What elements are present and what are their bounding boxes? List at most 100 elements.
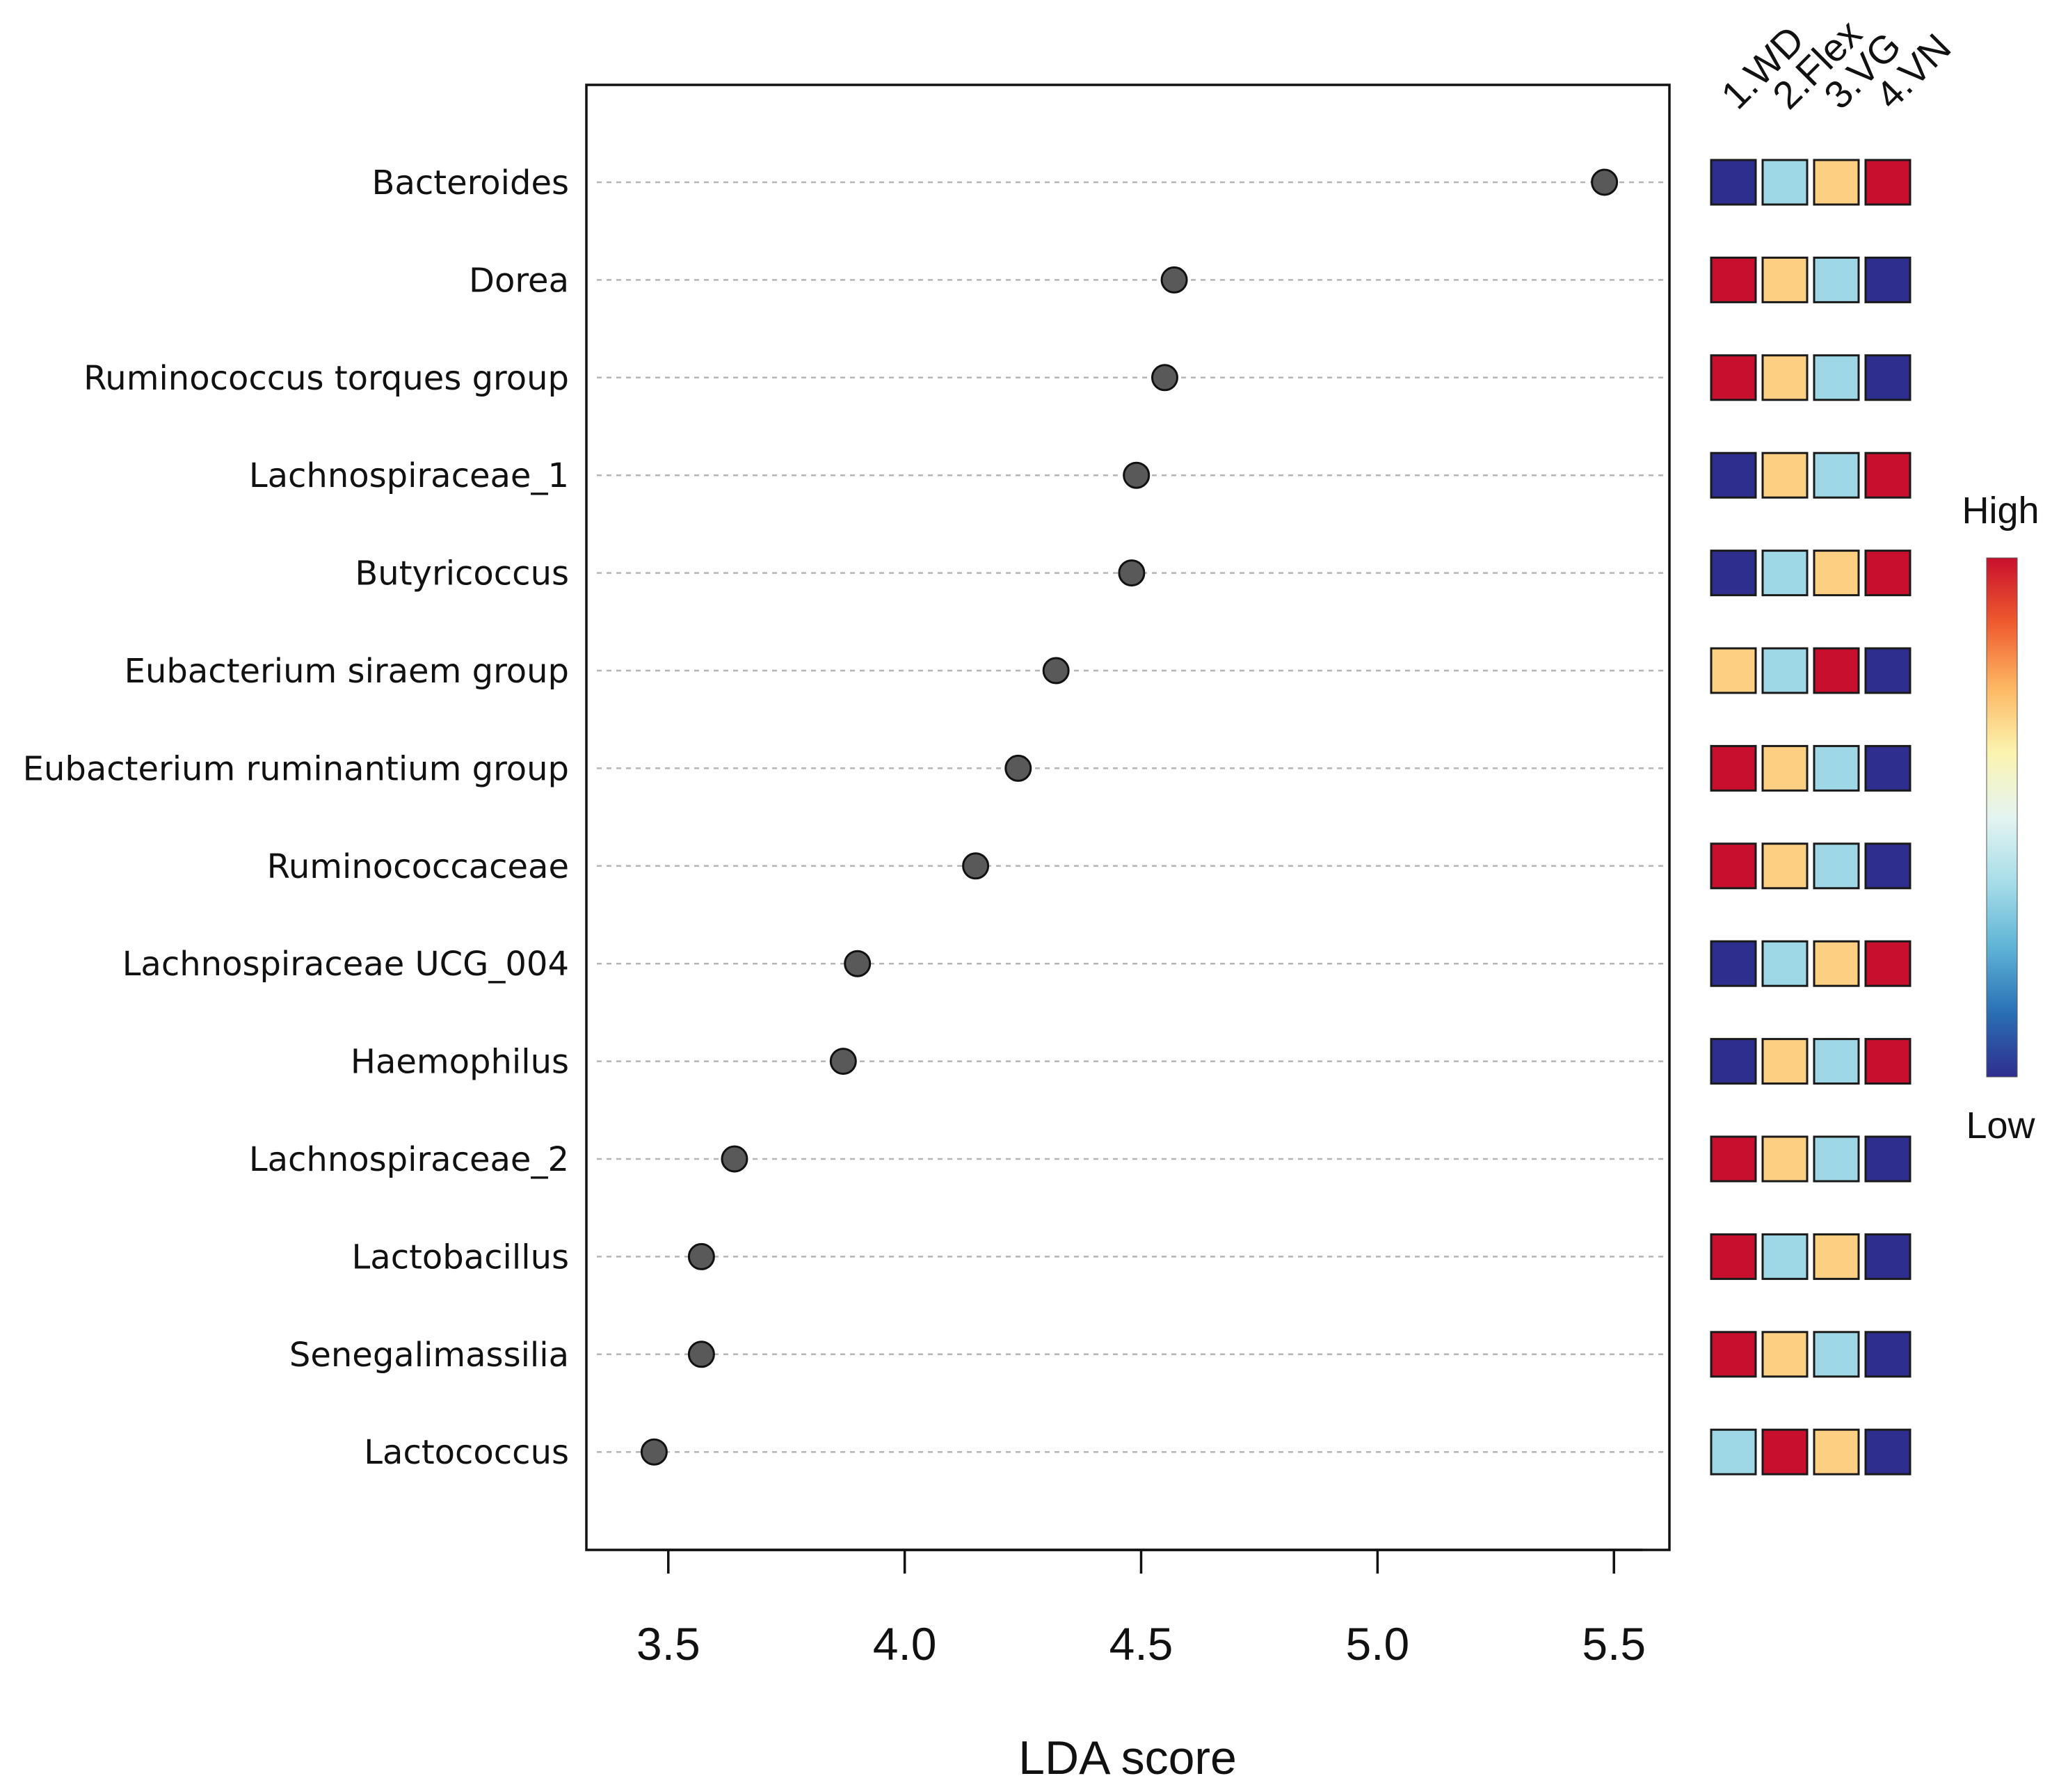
heatmap-cell xyxy=(1761,842,1809,890)
heatmap-cell xyxy=(1864,451,1911,499)
heatmap-cell xyxy=(1813,1428,1860,1475)
heatmap-cell xyxy=(1710,842,1757,890)
row-label: Eubacterium siraem group xyxy=(125,652,569,691)
heatmap-cell xyxy=(1761,256,1809,303)
x-tick-label: 5.0 xyxy=(1345,1618,1409,1670)
lda-point xyxy=(1042,657,1070,685)
lda-point xyxy=(1004,754,1032,782)
lda-point xyxy=(1151,364,1178,392)
heatmap-cell xyxy=(1710,744,1757,792)
row-label: Butyricoccus xyxy=(355,554,569,593)
lda-point xyxy=(844,950,872,977)
heatmap-cell xyxy=(1761,1038,1809,1085)
heatmap-cell xyxy=(1710,1038,1757,1085)
heatmap-cell xyxy=(1813,940,1860,987)
lda-point xyxy=(687,1341,715,1368)
x-tick-label: 4.5 xyxy=(1109,1618,1173,1670)
heatmap-cell xyxy=(1864,1135,1911,1183)
row-label: Senegalimassilia xyxy=(289,1336,569,1375)
x-axis-title: LDA score xyxy=(1018,1731,1237,1784)
heatmap-cell xyxy=(1864,647,1911,694)
heatmap-cell xyxy=(1813,1135,1860,1183)
lda-point xyxy=(640,1438,668,1466)
row-label: Ruminococcaceae xyxy=(267,847,569,886)
heatmap-cell xyxy=(1864,744,1911,792)
row-label: Bacteroides xyxy=(372,163,569,202)
heatmap-cell xyxy=(1813,744,1860,792)
heatmap-cell xyxy=(1813,1233,1860,1280)
heatmap-cell xyxy=(1864,1038,1911,1085)
heatmap-cell xyxy=(1761,354,1809,401)
heatmap-cell xyxy=(1761,451,1809,499)
color-legend: High Low xyxy=(1962,490,2039,1146)
heatmap-cell xyxy=(1710,1135,1757,1183)
heatmap-cell xyxy=(1813,1038,1860,1085)
lda-point xyxy=(962,852,990,880)
heatmap-cell xyxy=(1813,550,1860,597)
heatmap-cell xyxy=(1761,1428,1809,1475)
lda-points xyxy=(640,168,1619,1466)
heatmap-cell xyxy=(1813,159,1860,206)
abundance-heatmap xyxy=(1710,159,1911,1475)
legend-low-label: Low xyxy=(1966,1105,2035,1146)
x-tick-label: 4.0 xyxy=(873,1618,937,1670)
heatmap-cell xyxy=(1710,550,1757,597)
row-label: Eubacterium ruminantium group xyxy=(23,749,569,788)
heatmap-cell xyxy=(1761,1331,1809,1378)
heatmap-cell xyxy=(1864,256,1911,303)
plot-frame xyxy=(585,83,1671,1551)
heatmap-cell xyxy=(1710,647,1757,694)
lda-point xyxy=(687,1242,715,1270)
heatmap-cell xyxy=(1761,550,1809,597)
row-label: Dorea xyxy=(469,261,569,300)
heatmap-cell xyxy=(1710,940,1757,987)
heatmap-cell xyxy=(1813,842,1860,890)
row-label: Lachnospiraceae_2 xyxy=(249,1140,569,1179)
lda-point xyxy=(1123,461,1151,489)
heatmap-cell xyxy=(1710,1331,1757,1378)
lda-point xyxy=(1591,168,1619,196)
heatmap-cell xyxy=(1864,1233,1911,1280)
x-tick-label: 3.5 xyxy=(636,1618,700,1670)
heatmap-cell xyxy=(1710,159,1757,206)
x-ticks: 3.5 4.0 4.5 5.0 5.5 xyxy=(636,1550,1646,1670)
legend-high-label: High xyxy=(1962,490,2039,531)
heatmap-cell xyxy=(1864,940,1911,987)
lda-point xyxy=(721,1145,748,1173)
heatmap-cell xyxy=(1813,256,1860,303)
heatmap-cell xyxy=(1864,159,1911,206)
lda-point xyxy=(1118,559,1146,587)
legend-color-bar xyxy=(1986,557,2018,1078)
lda-point xyxy=(829,1048,857,1075)
heatmap-cell xyxy=(1813,354,1860,401)
heatmap-cell xyxy=(1761,1135,1809,1183)
row-label: Lactobacillus xyxy=(352,1238,569,1277)
heatmap-cell xyxy=(1864,354,1911,401)
heatmap-cell xyxy=(1813,451,1860,499)
row-label: Lachnospiraceae UCG_004 xyxy=(122,945,569,984)
heatmap-cell xyxy=(1761,744,1809,792)
heatmap-cell xyxy=(1761,1233,1809,1280)
row-labels: Bacteroides Dorea Ruminococcus torques gro… xyxy=(23,163,569,1472)
heatmap-cell xyxy=(1813,1331,1860,1378)
lda-point xyxy=(1160,266,1188,294)
row-label: Lactococcus xyxy=(364,1433,569,1472)
heatmap-cell xyxy=(1710,1233,1757,1280)
row-label: Lachnospiraceae_1 xyxy=(249,456,569,495)
x-axis: 3.5 4.0 4.5 5.0 5.5 LDA score xyxy=(636,1549,1646,1784)
heatmap-cell xyxy=(1864,550,1911,597)
heatmap-cell xyxy=(1761,159,1809,206)
heatmap-cell xyxy=(1813,647,1860,694)
heatmap-cell xyxy=(1864,1331,1911,1378)
row-guide-lines xyxy=(597,181,1667,1453)
heatmap-cell xyxy=(1710,451,1757,499)
heatmap-cell xyxy=(1761,940,1809,987)
heatmap-cell xyxy=(1710,256,1757,303)
heatmap-cell xyxy=(1864,842,1911,890)
heatmap-cell xyxy=(1864,1428,1911,1475)
heatmap-cell xyxy=(1761,647,1809,694)
row-label: Haemophilus xyxy=(351,1043,569,1082)
row-label: Ruminococcus torques group xyxy=(83,359,569,398)
